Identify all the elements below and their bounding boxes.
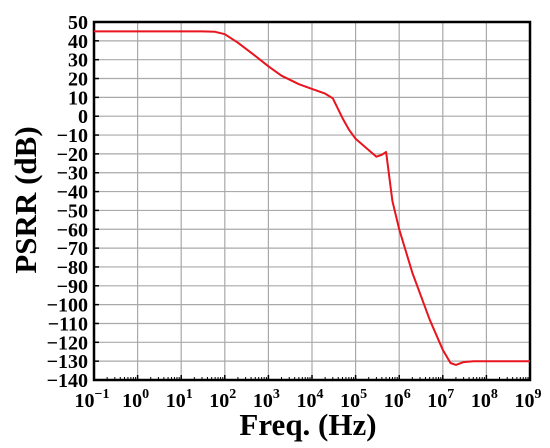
y-tick-label: 30 xyxy=(68,50,88,72)
y-tick-label: −40 xyxy=(57,182,88,204)
y-tick-label: 20 xyxy=(68,69,88,91)
y-tick-label: −110 xyxy=(48,313,88,335)
x-tick-label: 10−1 xyxy=(75,387,110,412)
series-layer xyxy=(94,30,530,366)
x-tick-label: 100 xyxy=(122,387,149,412)
y-tick-label: −100 xyxy=(47,295,88,317)
x-tick-label: 102 xyxy=(209,387,236,412)
x-axis-title: Freq. (Hz) xyxy=(239,407,376,442)
y-tick-label: −80 xyxy=(57,257,88,279)
y-tick-label: −30 xyxy=(57,163,88,185)
y-tick-label: −70 xyxy=(57,238,88,260)
y-axis-title: PSRR (dB) xyxy=(8,126,43,273)
y-tick-label: 10 xyxy=(68,87,88,109)
y-tick-label: −120 xyxy=(47,332,88,354)
x-tick-label: 104 xyxy=(297,387,324,412)
y-tick-label: −50 xyxy=(57,200,88,222)
y-tick-label: 40 xyxy=(68,31,88,53)
x-tick-label: 106 xyxy=(384,387,411,412)
y-tick-label: −20 xyxy=(57,144,88,166)
grid-lines xyxy=(94,22,530,380)
psrr-series-line xyxy=(94,30,530,366)
x-tick-label: 108 xyxy=(471,387,498,412)
x-tick-label: 101 xyxy=(166,387,193,412)
y-tick-labels: 50403020100−10−20−30−40−50−60−70−80−90−1… xyxy=(47,12,88,392)
y-tick-label: −60 xyxy=(57,219,88,241)
y-tick-label: −130 xyxy=(47,351,88,373)
x-tick-label: 107 xyxy=(427,387,454,412)
x-tick-labels: 10−1 100 101 102 103 104 105 106 107 108 109 xyxy=(75,387,542,412)
y-tick-label: −90 xyxy=(57,276,88,298)
y-tick-label: −10 xyxy=(57,125,88,147)
y-tick-label: −140 xyxy=(47,370,88,392)
y-tick-label: 0 xyxy=(78,106,88,128)
x-tick-label: 105 xyxy=(340,387,367,412)
x-tick-label: 109 xyxy=(515,387,542,412)
plot-frame xyxy=(92,20,532,382)
y-tick-label: 50 xyxy=(68,12,88,34)
x-tick-label: 103 xyxy=(253,387,280,412)
